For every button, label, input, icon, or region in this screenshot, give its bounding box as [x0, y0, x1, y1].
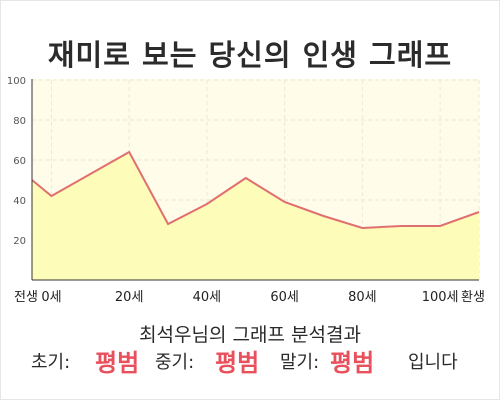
y-tick-label: 60: [13, 156, 26, 167]
late-label: 말기:: [280, 352, 320, 373]
life-area: [32, 152, 479, 280]
y-tick-label: 20: [13, 236, 26, 247]
x-tick-label: 환생: [461, 290, 485, 305]
x-tick-labels: 전생 0세 20세 40세 60세 80세 100세 환생: [14, 290, 485, 305]
x-tick-label: 0세: [41, 290, 61, 305]
x-tick-label: 전생: [14, 290, 38, 305]
y-tick-label: 80: [13, 116, 26, 127]
early-value: 평범: [95, 349, 140, 377]
x-tick-label: 40세: [193, 290, 222, 305]
middle-label: 중기:: [155, 352, 195, 373]
analysis-summary: 최석우님의 그래프 분석결과: [139, 324, 361, 346]
life-line: [31, 150, 480, 230]
x-tick-label: 60세: [270, 290, 299, 305]
y-tick-label: 100: [7, 76, 26, 87]
early-label: 초기:: [31, 352, 71, 373]
y-tick-labels: 20 40 60 80 100: [7, 76, 26, 247]
y-tick-label: 40: [13, 196, 26, 207]
middle-value: 평범: [215, 349, 260, 377]
x-tick-label: 80세: [348, 290, 377, 305]
ending-text: 입니다: [408, 352, 458, 373]
late-value: 평범: [330, 349, 375, 377]
chart-title: 재미로 보는 당신의 인생 그래프: [47, 38, 453, 72]
x-tick-label: 20세: [115, 290, 144, 305]
x-tick-label: 100세: [422, 290, 459, 305]
